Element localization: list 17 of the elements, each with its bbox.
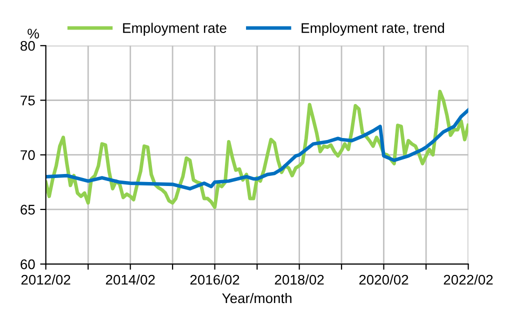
line-series <box>46 108 468 190</box>
x-axis-title: Year/month <box>222 292 292 304</box>
x-tick-label: 2018/02 <box>274 274 324 285</box>
x-tick-label: 2012/02 <box>21 274 70 285</box>
y-axis-title: % <box>28 28 39 38</box>
y-tick-label: 80 <box>20 40 35 51</box>
legend-label: Employment rate <box>123 22 226 36</box>
y-tick-label: 70 <box>20 150 35 160</box>
x-tick-label: 2020/02 <box>359 274 408 285</box>
x-tick-label: 2022/02 <box>444 274 493 285</box>
y-tick-label: 75 <box>20 96 35 106</box>
legend-label: Employment rate, trend <box>302 22 444 36</box>
line-series <box>46 90 468 210</box>
y-tick-label: 60 <box>20 259 35 270</box>
x-tick-label: 2016/02 <box>190 274 240 285</box>
x-tick-label: 2014/02 <box>106 274 155 285</box>
y-tick-label: 65 <box>20 204 35 215</box>
